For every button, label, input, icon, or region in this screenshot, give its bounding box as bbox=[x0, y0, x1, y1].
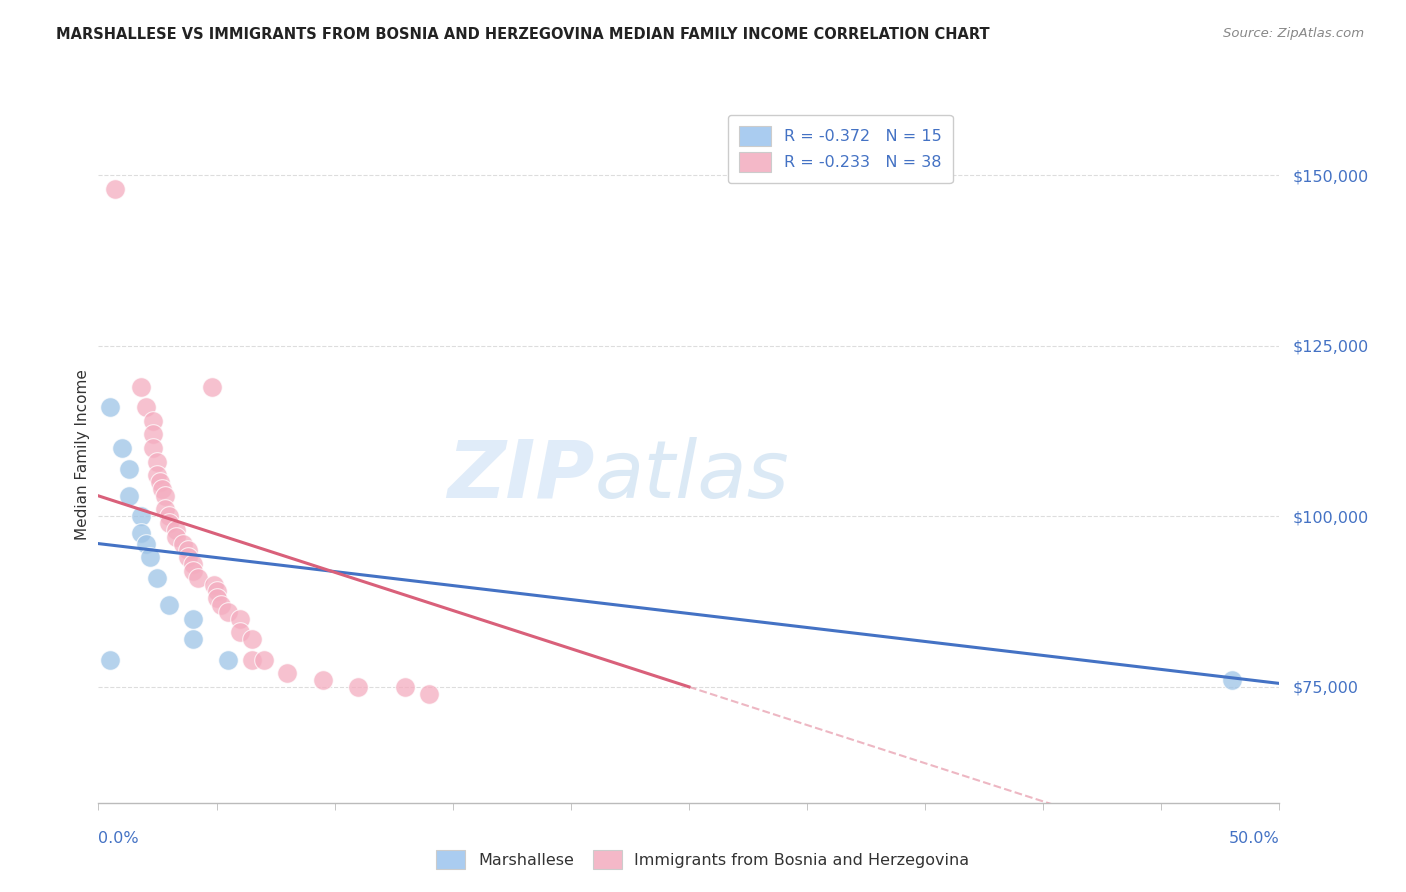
Point bbox=[149, 475, 172, 490]
Point bbox=[150, 482, 173, 496]
Point bbox=[135, 536, 157, 550]
Point bbox=[1220, 673, 1243, 687]
Point bbox=[157, 509, 180, 524]
Point bbox=[165, 523, 187, 537]
Point bbox=[181, 564, 204, 578]
Point bbox=[217, 652, 239, 666]
Text: 0.0%: 0.0% bbox=[98, 830, 139, 846]
Point bbox=[205, 584, 228, 599]
Point bbox=[157, 516, 180, 530]
Point bbox=[229, 612, 252, 626]
Point bbox=[157, 598, 180, 612]
Point bbox=[276, 666, 298, 681]
Point bbox=[118, 489, 141, 503]
Text: atlas: atlas bbox=[595, 437, 789, 515]
Point bbox=[312, 673, 335, 687]
Point bbox=[142, 414, 165, 428]
Point bbox=[177, 550, 200, 565]
Point bbox=[253, 652, 276, 666]
Point bbox=[139, 550, 162, 565]
Text: ZIP: ZIP bbox=[447, 437, 595, 515]
Point bbox=[418, 687, 440, 701]
Point bbox=[172, 536, 194, 550]
Point bbox=[165, 530, 187, 544]
Point bbox=[146, 455, 169, 469]
Point bbox=[187, 571, 209, 585]
Point bbox=[229, 625, 252, 640]
Point bbox=[146, 571, 169, 585]
Point bbox=[111, 441, 134, 455]
Point bbox=[394, 680, 416, 694]
Point bbox=[181, 557, 204, 571]
Point bbox=[153, 489, 176, 503]
Text: 50.0%: 50.0% bbox=[1229, 830, 1279, 846]
Point bbox=[146, 468, 169, 483]
Point bbox=[177, 543, 200, 558]
Point bbox=[153, 502, 176, 516]
Point bbox=[209, 598, 232, 612]
Point bbox=[104, 182, 127, 196]
Point bbox=[240, 632, 263, 646]
Point bbox=[201, 380, 224, 394]
Point bbox=[98, 652, 121, 666]
Point bbox=[142, 427, 165, 442]
Text: MARSHALLESE VS IMMIGRANTS FROM BOSNIA AND HERZEGOVINA MEDIAN FAMILY INCOME CORRE: MARSHALLESE VS IMMIGRANTS FROM BOSNIA AN… bbox=[56, 27, 990, 42]
Point bbox=[181, 632, 204, 646]
Legend: R = -0.372   N = 15, R = -0.233   N = 38: R = -0.372 N = 15, R = -0.233 N = 38 bbox=[728, 115, 953, 183]
Point bbox=[217, 605, 239, 619]
Point bbox=[129, 526, 152, 541]
Y-axis label: Median Family Income: Median Family Income bbox=[75, 369, 90, 541]
Point bbox=[118, 461, 141, 475]
Point bbox=[142, 441, 165, 455]
Point bbox=[135, 400, 157, 414]
Legend: Marshallese, Immigrants from Bosnia and Herzegovina: Marshallese, Immigrants from Bosnia and … bbox=[430, 844, 976, 875]
Point bbox=[202, 577, 225, 591]
Point bbox=[240, 652, 263, 666]
Text: Source: ZipAtlas.com: Source: ZipAtlas.com bbox=[1223, 27, 1364, 40]
Point bbox=[129, 380, 152, 394]
Point bbox=[347, 680, 370, 694]
Point bbox=[205, 591, 228, 606]
Point bbox=[98, 400, 121, 414]
Point bbox=[129, 509, 152, 524]
Point bbox=[181, 612, 204, 626]
